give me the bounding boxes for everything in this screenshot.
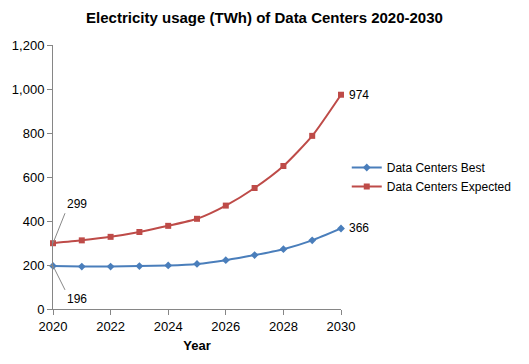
svg-text:200: 200 [23,258,45,273]
svg-text:Data Centers Best: Data Centers Best [387,161,486,175]
svg-text:2026: 2026 [211,319,240,334]
svg-text:400: 400 [23,214,45,229]
svg-text:2030: 2030 [327,319,356,334]
svg-text:0: 0 [37,302,44,317]
svg-text:600: 600 [23,170,45,185]
svg-text:974: 974 [349,88,369,102]
svg-text:2028: 2028 [269,319,298,334]
svg-text:Electricity usage (TWh) of Dat: Electricity usage (TWh) of Data Centers … [86,9,443,26]
svg-text:196: 196 [67,292,87,306]
svg-text:1,000: 1,000 [12,82,45,97]
svg-text:299: 299 [67,197,87,211]
svg-text:800: 800 [23,126,45,141]
svg-text:Data Centers Expected: Data Centers Expected [387,180,511,194]
svg-text:1,200: 1,200 [12,38,45,53]
svg-text:2024: 2024 [154,319,183,334]
svg-text:Year: Year [183,338,210,353]
svg-text:2020: 2020 [39,319,68,334]
svg-text:2022: 2022 [96,319,125,334]
svg-text:366: 366 [349,221,369,235]
